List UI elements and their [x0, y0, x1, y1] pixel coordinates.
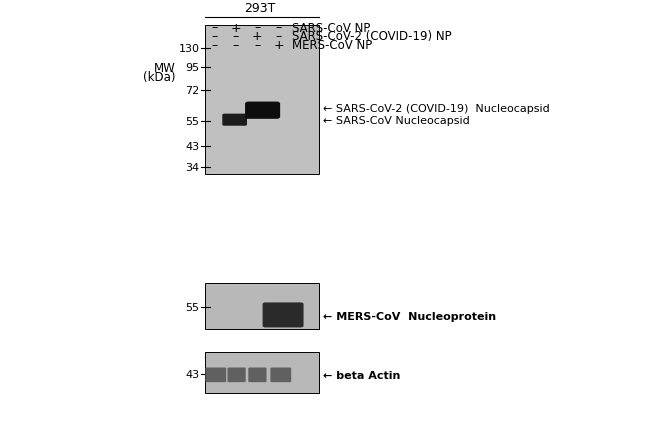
- Text: MERS-CoV NP: MERS-CoV NP: [292, 39, 372, 52]
- Text: –: –: [276, 30, 282, 43]
- Text: ← MERS-CoV  Nucleoprotein: ← MERS-CoV Nucleoprotein: [323, 311, 496, 321]
- Text: 95: 95: [185, 63, 200, 73]
- Text: –: –: [211, 39, 218, 52]
- Text: –: –: [254, 22, 261, 34]
- Text: 293T: 293T: [244, 2, 276, 15]
- FancyBboxPatch shape: [205, 368, 226, 382]
- Text: ← SARS-CoV Nucleocapsid: ← SARS-CoV Nucleocapsid: [323, 115, 470, 126]
- FancyBboxPatch shape: [205, 353, 318, 393]
- Text: +: +: [231, 22, 241, 34]
- Text: (kDa): (kDa): [143, 71, 176, 84]
- Text: –: –: [211, 30, 218, 43]
- Text: 43: 43: [185, 369, 200, 379]
- Text: –: –: [233, 39, 239, 52]
- Text: –: –: [233, 30, 239, 43]
- Text: SARS-CoV-2 (COVID-19) NP: SARS-CoV-2 (COVID-19) NP: [292, 30, 452, 43]
- Text: 72: 72: [185, 85, 200, 95]
- Text: 130: 130: [179, 43, 200, 54]
- Text: 43: 43: [185, 141, 200, 151]
- Text: 55: 55: [185, 116, 200, 126]
- Text: 55: 55: [185, 302, 200, 313]
- Text: SARS-CoV NP: SARS-CoV NP: [292, 22, 371, 34]
- Text: +: +: [252, 30, 263, 43]
- FancyBboxPatch shape: [263, 303, 304, 328]
- Text: –: –: [254, 39, 261, 52]
- FancyBboxPatch shape: [205, 26, 318, 174]
- FancyBboxPatch shape: [222, 114, 247, 126]
- Text: 34: 34: [185, 163, 200, 173]
- FancyBboxPatch shape: [270, 368, 291, 382]
- Text: –: –: [276, 22, 282, 34]
- FancyBboxPatch shape: [205, 284, 318, 329]
- Text: –: –: [211, 22, 218, 34]
- Text: +: +: [274, 39, 284, 52]
- Text: ← beta Actin: ← beta Actin: [323, 370, 400, 380]
- Text: ← SARS-CoV-2 (COVID-19)  Nucleocapsid: ← SARS-CoV-2 (COVID-19) Nucleocapsid: [323, 104, 550, 114]
- FancyBboxPatch shape: [227, 368, 246, 382]
- FancyBboxPatch shape: [245, 102, 280, 120]
- Text: MW: MW: [154, 62, 176, 75]
- FancyBboxPatch shape: [248, 368, 266, 382]
